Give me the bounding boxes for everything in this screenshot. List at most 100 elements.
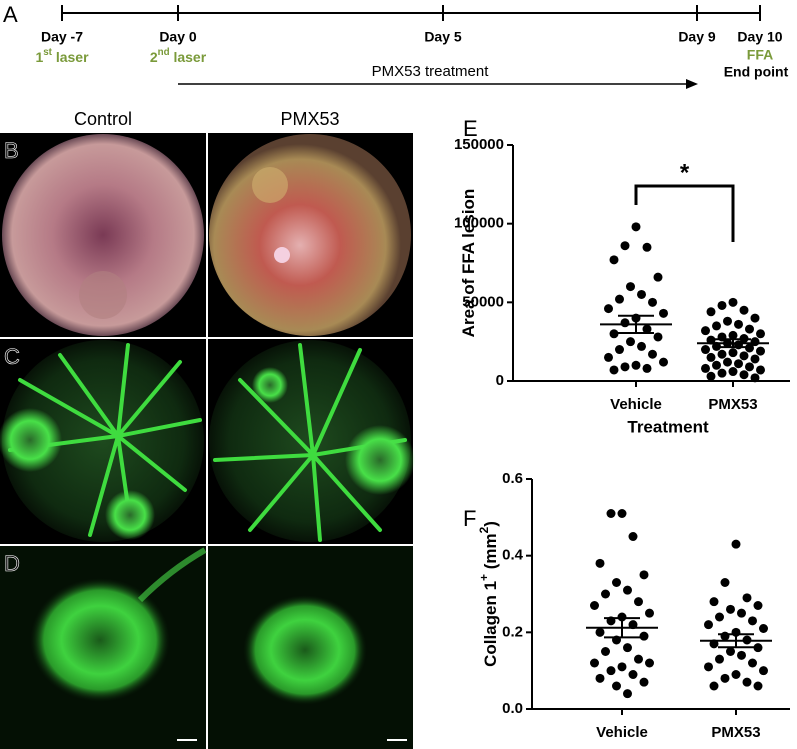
data-point	[628, 670, 638, 679]
data-point	[604, 304, 613, 314]
data-point	[759, 666, 768, 676]
data-point	[753, 601, 763, 610]
data-point	[595, 673, 605, 683]
superscript: nd	[158, 47, 170, 58]
data-point	[601, 589, 610, 599]
data-point	[753, 681, 763, 691]
y-tick-label: 50000	[462, 293, 504, 310]
data-point	[750, 313, 760, 323]
data-point	[639, 631, 649, 641]
text-part: (mm	[481, 533, 500, 574]
data-point	[634, 597, 643, 607]
data-point	[745, 362, 754, 372]
data-point	[595, 627, 605, 637]
day-label: Day 5	[424, 29, 462, 45]
lesion	[243, 595, 367, 705]
data-point	[742, 593, 752, 603]
data-point	[590, 658, 599, 668]
data-point	[645, 658, 654, 668]
data-point	[626, 337, 635, 347]
data-point	[739, 305, 749, 315]
data-point	[648, 349, 657, 359]
angiogram	[2, 340, 204, 542]
data-point	[717, 349, 727, 359]
data-point	[620, 318, 630, 328]
data-point	[709, 681, 719, 691]
y-tick-label: 0	[496, 372, 504, 389]
data-point	[720, 631, 730, 641]
superscript: st	[43, 47, 52, 58]
panel-label: D	[4, 551, 20, 576]
data-point	[653, 272, 663, 282]
laser-label: 2nd laser	[150, 47, 207, 65]
data-point	[659, 308, 668, 318]
data-point	[748, 658, 757, 668]
data-point	[731, 670, 741, 679]
data-point	[631, 222, 641, 232]
data-point	[742, 677, 752, 687]
data-point	[595, 558, 605, 568]
y-axis-label: Area of FFA lesion	[459, 189, 478, 338]
day-label: Day -7	[41, 29, 83, 45]
data-point	[609, 255, 619, 265]
data-point	[612, 578, 621, 587]
data-point	[739, 370, 749, 380]
text-part: 2	[150, 49, 158, 65]
data-point	[623, 585, 632, 595]
text-part: Collagen 1	[481, 581, 500, 667]
data-point	[728, 330, 738, 340]
data-point	[759, 624, 768, 633]
data-point	[756, 365, 765, 375]
data-point	[701, 326, 710, 336]
arrow-head	[686, 79, 698, 89]
data-point	[617, 662, 627, 672]
panel-label: F	[463, 506, 476, 531]
data-point	[737, 650, 746, 660]
lesion-edge	[137, 547, 207, 603]
data-point	[701, 363, 710, 373]
text-part: 1	[35, 49, 43, 65]
superscript: 2	[477, 526, 491, 533]
y-tick-label: 0.0	[502, 700, 523, 717]
superscript: +	[477, 574, 491, 581]
panel-label: A	[3, 2, 18, 27]
panel-label: B	[4, 138, 19, 163]
panel-label: C	[4, 344, 20, 369]
data-point	[720, 673, 730, 683]
data-point	[609, 365, 619, 375]
lesion	[30, 578, 170, 702]
lesion	[0, 408, 62, 472]
data-point	[728, 297, 738, 307]
day-label: Day 9	[678, 29, 716, 45]
data-point	[653, 332, 663, 342]
data-point	[615, 294, 624, 304]
data-point	[642, 242, 652, 252]
data-point	[709, 597, 719, 607]
data-point	[739, 351, 749, 361]
end-label: End point	[724, 64, 789, 80]
y-tick-label: 0.4	[502, 547, 524, 564]
significance-bracket	[634, 184, 735, 242]
x-tick-label: Vehicle	[596, 724, 648, 741]
text-part: Area of FFA lesion	[459, 189, 478, 338]
data-point	[715, 654, 724, 664]
data-point	[615, 345, 624, 355]
data-point	[706, 371, 716, 381]
data-point	[704, 662, 713, 672]
data-point	[609, 329, 619, 339]
data-point	[620, 241, 630, 251]
data-point	[623, 643, 632, 653]
text-part: )	[481, 521, 500, 527]
data-point	[723, 316, 732, 326]
data-point	[628, 532, 638, 541]
data-point	[606, 509, 616, 518]
data-point	[639, 570, 649, 580]
data-point	[756, 346, 765, 356]
data-point	[601, 647, 610, 656]
text-part: laser	[170, 49, 207, 65]
timeline: A PMX53 treatment FFA End point	[3, 2, 789, 89]
data-point	[617, 612, 627, 622]
y-tick-label: 150000	[454, 136, 504, 153]
data-point	[637, 289, 646, 299]
data-point	[637, 341, 646, 351]
